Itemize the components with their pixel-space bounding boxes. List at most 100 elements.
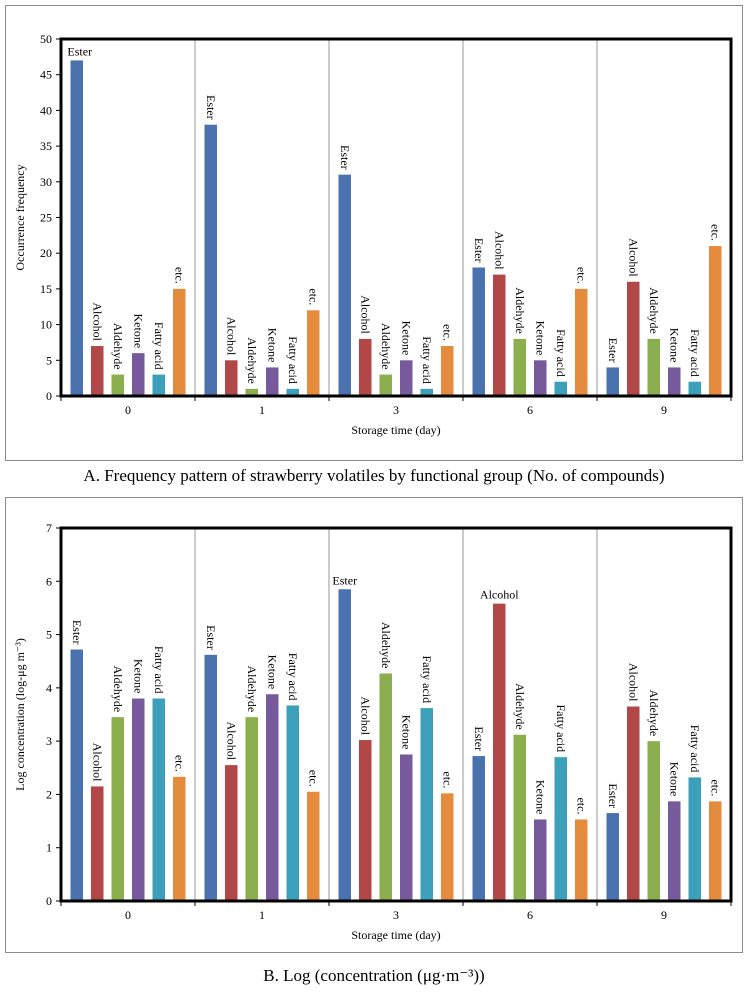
bar-etc-day-6 xyxy=(575,288,588,396)
y-tick-label: 0 xyxy=(46,894,52,908)
bar-label: Aldehyde xyxy=(513,683,527,730)
bar-label: Fatty acid xyxy=(688,329,702,377)
bar-ketone-day-0 xyxy=(132,353,145,396)
x-tick-label: 6 xyxy=(527,403,533,417)
bar-label: Alcohol xyxy=(480,588,519,602)
bar-ester-day-0 xyxy=(70,60,83,397)
bar-label: etc. xyxy=(574,797,588,814)
bar-label: etc. xyxy=(306,770,320,787)
bar-etc-day-1 xyxy=(307,791,320,901)
y-tick-label: 30 xyxy=(40,175,52,189)
bar-alcohol-day-0 xyxy=(91,346,104,396)
x-tick-label: 1 xyxy=(259,403,265,417)
bar-label: Ketone xyxy=(533,780,547,815)
bar-label: Ester xyxy=(472,238,486,263)
y-tick-label: 7 xyxy=(46,521,52,535)
bar-fatty-acid-day-0 xyxy=(152,698,165,901)
bar-ketone-day-9 xyxy=(668,367,681,396)
bar-aldehyde-day-0 xyxy=(111,374,124,396)
bar-ketone-day-9 xyxy=(668,801,681,901)
y-tick-label: 2 xyxy=(46,787,52,801)
bar-aldehyde-day-6 xyxy=(513,338,526,396)
x-tick-label: 0 xyxy=(125,908,131,922)
bar-fatty-acid-day-3 xyxy=(420,388,433,396)
bar-label: Ketone xyxy=(131,314,145,349)
bar-label: Ketone xyxy=(131,659,145,694)
bar-ketone-day-1 xyxy=(266,694,279,901)
bar-label: Ketone xyxy=(265,328,279,363)
bar-label: etc. xyxy=(306,288,320,305)
bar-aldehyde-day-0 xyxy=(111,717,124,901)
bar-label: Aldehyde xyxy=(513,287,527,334)
bar-label: etc. xyxy=(574,267,588,284)
bar-aldehyde-day-3 xyxy=(379,673,392,901)
bar-ketone-day-3 xyxy=(400,360,413,396)
bar-label: Aldehyde xyxy=(111,666,125,713)
bar-fatty-acid-day-0 xyxy=(152,374,165,396)
bar-label: Alcohol xyxy=(626,238,640,277)
bar-ketone-day-6 xyxy=(534,819,547,901)
y-tick-label: 40 xyxy=(40,103,52,117)
chart-panel-frequency: Ester Ester Ester Ester Ester Alcohol Alcohol A… xyxy=(5,5,743,461)
bar-label: etc. xyxy=(172,267,186,284)
bar-ketone-day-1 xyxy=(266,367,279,396)
bar-etc-day-3 xyxy=(441,346,454,396)
bar-label: Alcohol xyxy=(224,721,238,760)
bar-label: Aldehyde xyxy=(245,666,259,713)
concentration-chart: Ester Ester Ester Ester Ester Alcohol Alcohol A… xyxy=(13,521,733,942)
bar-label: Ketone xyxy=(265,655,279,690)
bar-etc-day-0 xyxy=(173,776,186,901)
y-tick-label: 35 xyxy=(40,139,52,153)
bar-etc-day-0 xyxy=(173,288,186,396)
bar-label: Ester xyxy=(332,573,357,587)
bar-aldehyde-day-3 xyxy=(379,374,392,396)
bar-label: Fatty acid xyxy=(420,655,434,703)
bar-alcohol-day-0 xyxy=(91,786,104,901)
bar-label: Ketone xyxy=(667,328,681,363)
bar-label: Ester xyxy=(70,620,84,645)
bar-label: Ester xyxy=(606,783,620,808)
x-tick-label: 0 xyxy=(125,403,131,417)
bar-label: Fatty acid xyxy=(152,322,166,370)
bar-ketone-day-0 xyxy=(132,698,145,901)
y-tick-label: 5 xyxy=(46,628,52,642)
bar-label: etc. xyxy=(440,771,454,788)
bar-label: Alcohol xyxy=(358,696,372,735)
bar-label: Ester xyxy=(606,338,620,363)
bar-ester-day-9 xyxy=(606,367,619,396)
bar-label: Ketone xyxy=(399,321,413,356)
chart-panel-concentration: Ester Ester Ester Ester Ester Alcohol Alcohol A… xyxy=(5,497,743,953)
bar-label: Aldehyde xyxy=(647,689,661,736)
y-tick-label: 3 xyxy=(46,734,52,748)
bar-alcohol-day-3 xyxy=(359,740,372,901)
y-axis-title: Occurrence frequency xyxy=(13,164,27,270)
bar-alcohol-day-3 xyxy=(359,338,372,396)
bar-label: Aldehyde xyxy=(379,323,393,370)
bar-fatty-acid-day-1 xyxy=(286,388,299,396)
bar-label: etc. xyxy=(708,224,722,241)
bar-ester-day-6 xyxy=(472,756,485,901)
y-tick-label: 15 xyxy=(40,282,52,296)
bar-alcohol-day-1 xyxy=(225,360,238,396)
bar-etc-day-9 xyxy=(709,801,722,901)
bar-ester-day-3 xyxy=(338,589,351,901)
bar-label: Alcohol xyxy=(90,302,104,341)
bar-ester-day-6 xyxy=(472,267,485,396)
bar-fatty-acid-day-1 xyxy=(286,705,299,901)
bar-label: Fatty acid xyxy=(554,704,568,752)
y-tick-label: 6 xyxy=(46,574,52,588)
x-tick-label: 9 xyxy=(661,908,667,922)
bar-fatty-acid-day-9 xyxy=(688,381,701,396)
bar-ketone-day-6 xyxy=(534,360,547,396)
bar-label: Fatty acid xyxy=(688,725,702,773)
bar-label: Ester xyxy=(338,145,352,170)
bar-label: Aldehyde xyxy=(111,323,125,370)
bar-ester-day-9 xyxy=(606,813,619,901)
bar-fatty-acid-day-3 xyxy=(420,708,433,901)
bar-label: Fatty acid xyxy=(286,336,300,384)
caption-concentration: B. Log (concentration (μg·m⁻³)) xyxy=(263,966,485,985)
bar-label: Aldehyde xyxy=(647,287,661,334)
bar-ester-day-0 xyxy=(70,649,83,901)
y-tick-label: 45 xyxy=(40,68,52,82)
bar-alcohol-day-9 xyxy=(627,706,640,901)
